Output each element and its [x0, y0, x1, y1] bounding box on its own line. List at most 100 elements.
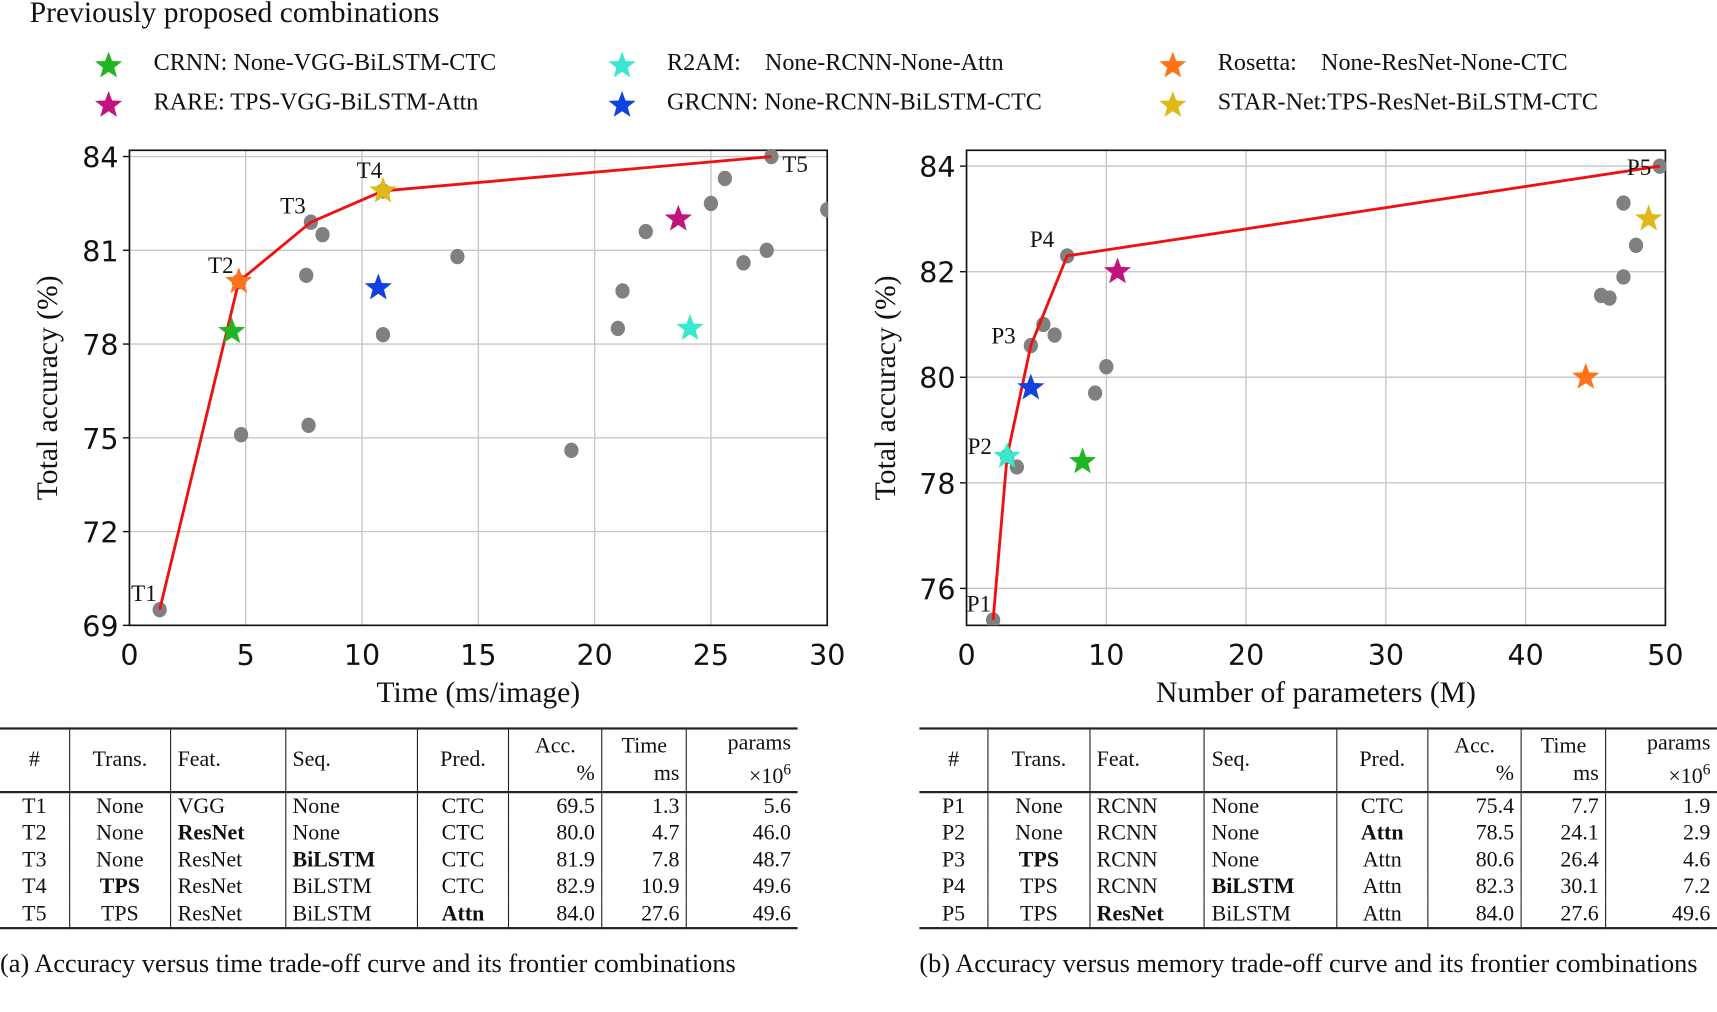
table-row: P4 TPS RCNN BiLSTM Attn 82.3 30.1 7.2 — [919, 873, 1717, 901]
table-row: P3 TPS RCNN None Attn 80.6 26.4 4.6 — [919, 846, 1717, 874]
cell-num: P2 — [941, 821, 966, 846]
cell-feat: VGG — [169, 791, 286, 820]
header-cell-time: Time ms — [1520, 728, 1606, 793]
cell-num: T4 — [22, 874, 47, 899]
cell-time: 30.1 — [1520, 873, 1606, 901]
cell-seq: None — [284, 791, 418, 820]
cell-num: P3 — [941, 847, 966, 873]
cell-pred: CTC — [416, 873, 509, 901]
cell-num: P1 — [941, 794, 966, 819]
frontier-line — [991, 164, 1661, 621]
cell-params: 5.6 — [686, 791, 798, 820]
y-axis-label: Total accuracy (%) — [870, 275, 902, 500]
cell-acc: 69.5 — [508, 791, 602, 820]
legend-label: Rosetta: None-ResNet-None-CTC — [1217, 48, 1568, 76]
star-icon — [1159, 51, 1187, 78]
table-row: P1 None RCNN None CTC 75.4 7.7 1.9 — [919, 791, 1717, 820]
method-star-rare — [664, 204, 692, 231]
frontier-label: T2 — [208, 252, 234, 278]
combination-point — [610, 320, 626, 337]
frontier-table-memory: # Trans. Feat. Seq. Pred. Acc.% Time ms params ×1… — [919, 727, 1717, 930]
cell-trans: None — [68, 791, 171, 820]
header-cell-acc: Acc.% — [1427, 728, 1522, 793]
method-star-rare — [1103, 257, 1132, 284]
cell-params: 1.9 — [1605, 791, 1717, 820]
legend-title: Previously proposed combinations — [29, 0, 440, 29]
cell-params: 2.9 — [1605, 819, 1717, 847]
table-header-row: # Trans. Feat. Seq. Pred. Acc.% Time ms params ×1… — [0, 728, 798, 793]
legend-item-r2am: R2AM: None-RCNN-None-Attn — [608, 46, 1004, 79]
combination-point — [233, 427, 249, 443]
combination-point — [315, 227, 330, 243]
caption-a: (a) Accuracy versus time trade-off curve… — [0, 950, 736, 979]
y-tick-label: 80 — [919, 362, 955, 395]
cell-seq: BiLSTM — [284, 846, 418, 874]
header-params: params — [727, 730, 792, 755]
method-star-rosetta — [1572, 363, 1600, 389]
x-tick-label: 50 — [1647, 639, 1683, 672]
charts: 0 5 10 15 20 25 30 69 72 75 78 81 84 Time (ms/image) T… — [32, 142, 1684, 710]
combination-point — [1047, 327, 1062, 343]
combination-point — [717, 170, 733, 187]
header-cell-seq: Seq. — [284, 728, 418, 793]
method-star-rosetta — [225, 267, 253, 294]
x-tick-label: 30 — [1368, 639, 1404, 672]
cell-params: 49.6 — [1605, 900, 1717, 929]
cell-seq: None — [1203, 846, 1337, 874]
header-feat: Feat. — [1096, 747, 1140, 772]
header-cell-feat: Feat. — [1088, 728, 1205, 793]
plot-area — [152, 148, 829, 618]
y-tick-label: 82 — [919, 257, 955, 290]
x-tick-label: 25 — [693, 639, 729, 672]
header-time: Time — [621, 733, 668, 758]
params-chart: 0 10 20 30 40 50 76 78 80 82 84 Number of parameter… — [870, 149, 1684, 709]
header-time-unit: ms — [653, 761, 680, 786]
header-num: # — [28, 747, 40, 772]
cell-params: 46.0 — [686, 819, 798, 847]
header-cell-acc: Acc.% — [508, 728, 602, 793]
cell-params: 49.6 — [686, 900, 798, 929]
legend-item-star-net: STAR-Net:TPS-ResNet-BiLSTM-CTC — [1159, 86, 1598, 119]
combination-point — [703, 195, 719, 212]
cell-trans: TPS — [68, 900, 171, 929]
cell-pred: CTC — [416, 819, 509, 847]
cell-pred: Attn — [1335, 846, 1429, 874]
cell-num: T3 — [22, 847, 47, 873]
header-cell-num: # — [0, 728, 70, 793]
cell-feat: ResNet — [169, 819, 286, 847]
cell-seq: None — [1203, 819, 1337, 847]
frontier-label: T3 — [280, 192, 306, 218]
header-cell-trans: Trans. — [68, 728, 171, 793]
cell-time: 7.8 — [601, 846, 687, 874]
cell-trans: None — [68, 846, 171, 874]
combination-point — [1602, 290, 1617, 306]
combination-point — [1616, 195, 1631, 211]
y-tick-label: 75 — [82, 423, 118, 456]
cell-seq: BiLSTM — [1203, 900, 1337, 929]
header-feat: Feat. — [177, 747, 221, 772]
cell-trans: TPS — [68, 873, 171, 901]
method-star-grcnn — [364, 273, 392, 300]
cell-params: 49.6 — [686, 873, 798, 901]
table-row: T5 TPS ResNet BiLSTM Attn 84.0 27.6 49.6 — [0, 900, 798, 929]
frontier-line — [158, 155, 772, 611]
frontier-label: T1 — [131, 580, 157, 606]
frontier-label: P3 — [991, 322, 1015, 348]
combination-point — [638, 223, 653, 240]
header-num: # — [948, 747, 960, 772]
table-row: T1 None VGG None CTC 69.5 1.3 5.6 — [0, 791, 798, 820]
header-seq: Seq. — [292, 747, 331, 772]
y-tick-label: 72 — [82, 517, 118, 550]
legend-label: R2AM: None-RCNN-None-Attn — [667, 48, 1004, 76]
method-star-crnn — [218, 317, 246, 344]
cell-time: 10.9 — [601, 873, 687, 901]
y-tick-label: 84 — [82, 142, 118, 175]
cell-num: P4 — [941, 874, 966, 899]
y-tick-label: 78 — [919, 468, 955, 501]
frontier-label: P1 — [967, 590, 991, 616]
frontier-label: P5 — [1627, 154, 1651, 180]
header-seq: Seq. — [1211, 747, 1250, 772]
x-tick-label: 0 — [957, 639, 975, 672]
star-icon — [608, 51, 636, 78]
